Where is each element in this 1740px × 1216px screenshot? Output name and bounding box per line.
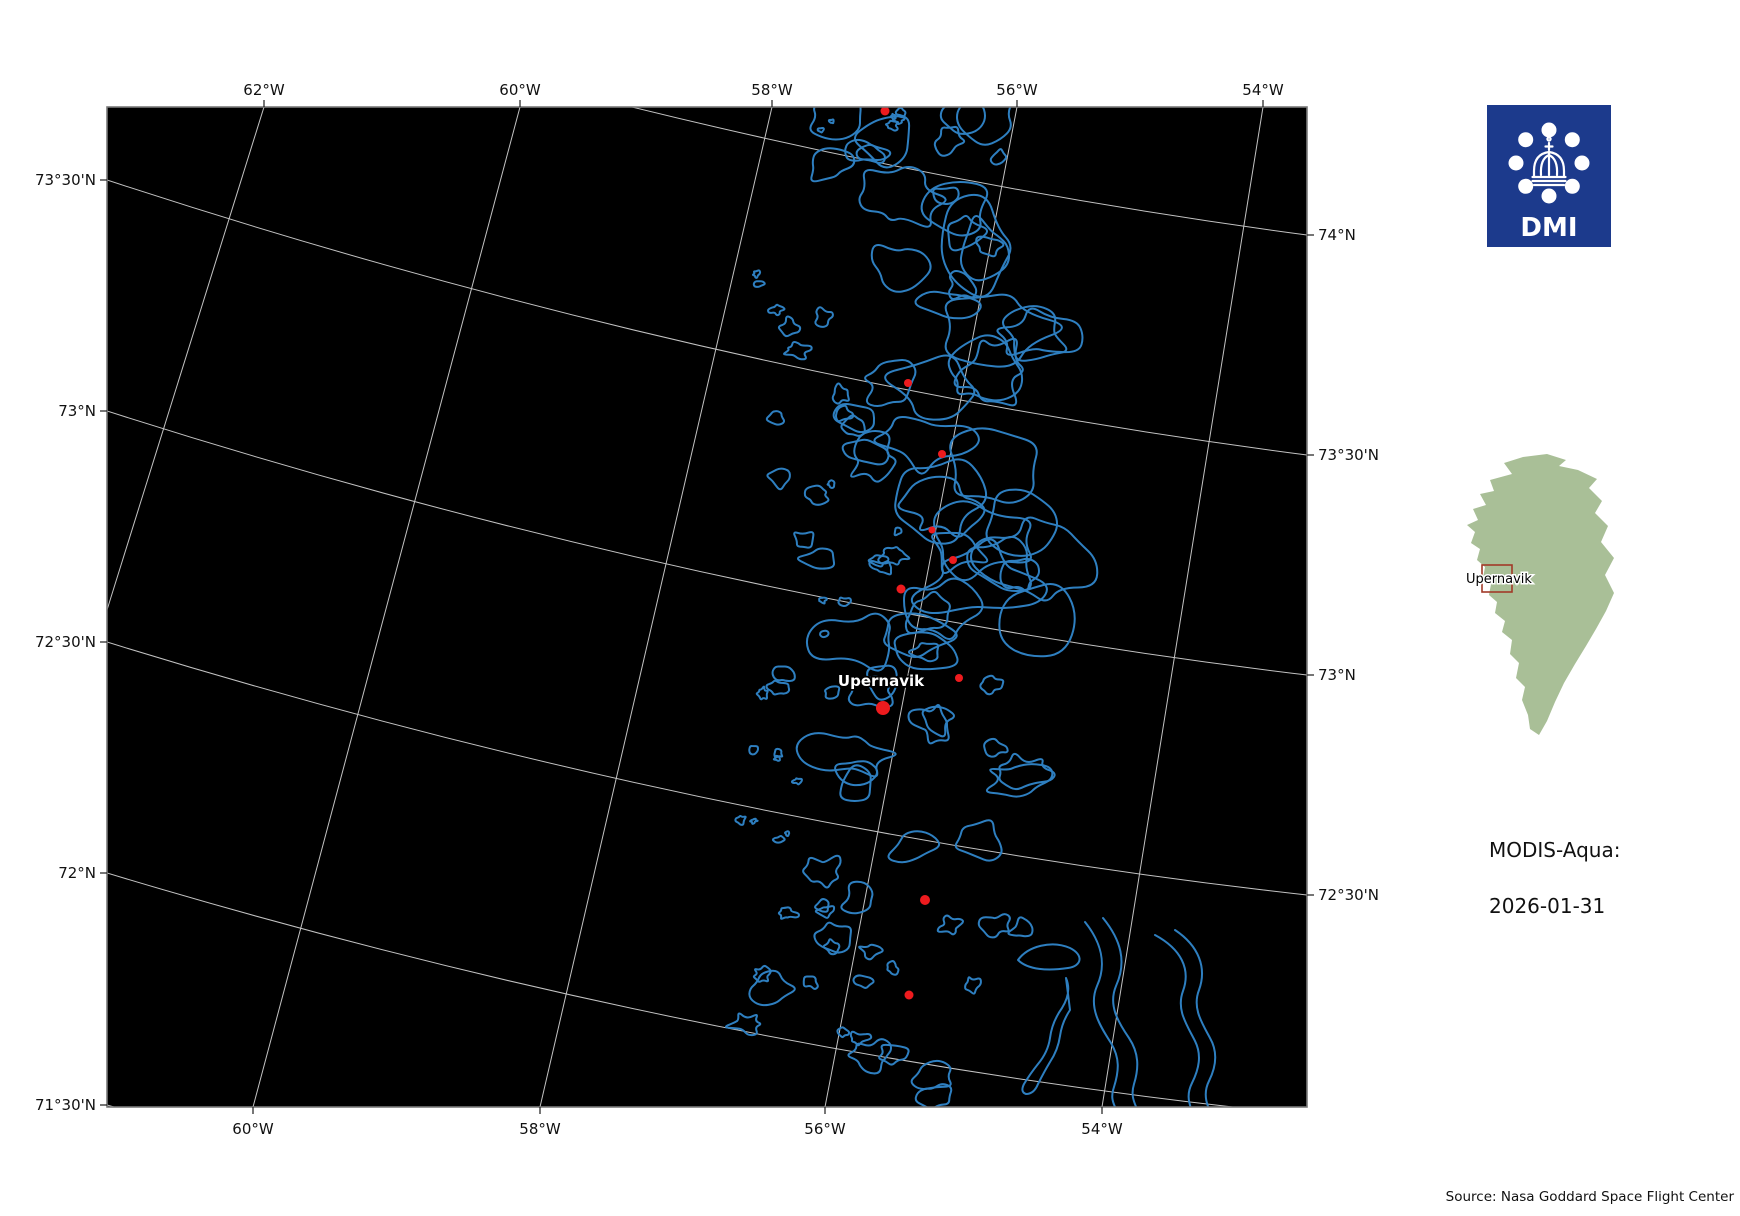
- meridian-60W: [252, 107, 521, 1107]
- axis-ticks: [100, 100, 1314, 1114]
- settlement-dot: [928, 526, 936, 534]
- fjord-line: [1154, 934, 1200, 1107]
- tick-label-left: 72°N: [58, 864, 96, 882]
- greenland-silhouette: [1467, 454, 1614, 735]
- logo-text: DMI: [1520, 213, 1577, 243]
- logo-dot: [1574, 155, 1590, 171]
- dmi-logo-graphic: DMI: [1487, 105, 1611, 247]
- fjord-line: [1084, 921, 1119, 1107]
- tick-label-top: 62°W: [243, 81, 285, 99]
- logo-dot: [1541, 122, 1557, 138]
- parallel-71_30N: [107, 1104, 116, 1107]
- settlement-dot: [904, 379, 912, 387]
- fjord-line: [1174, 929, 1217, 1107]
- tick-label-left: 72°30'N: [35, 633, 96, 651]
- tick-label-bottom: 60°W: [232, 1120, 274, 1138]
- logo-dot: [1508, 155, 1524, 171]
- settlement-dot: [949, 556, 957, 564]
- meridian-56W: [824, 107, 1018, 1107]
- parallel-72_30N: [107, 641, 1307, 896]
- tick-label-left: 71°30'N: [35, 1096, 96, 1114]
- fjord-line: [1102, 917, 1139, 1107]
- meridian-54W: [1101, 107, 1264, 1107]
- map-background: [107, 107, 1307, 1107]
- fjord-line: [1021, 977, 1071, 1095]
- caption-block: MODIS-Aqua: 2026-01-31: [1489, 838, 1620, 918]
- graticule: [107, 107, 1307, 1107]
- meridian-62W: [107, 107, 265, 612]
- tick-label-right: 72°30'N: [1318, 886, 1379, 904]
- logo-dot: [1518, 178, 1534, 194]
- dmi-logo: DMI: [1487, 105, 1611, 247]
- axis-labels: 62°W 60°W 58°W 56°W 54°W 60°W 58°W 56°W 54°W 73°3…: [35, 81, 1379, 1138]
- tick-label-top: 60°W: [499, 81, 541, 99]
- settlement-dot: [904, 990, 914, 1000]
- greenland-inset-map: Upernavik: [1465, 454, 1614, 735]
- settlement-dot: [880, 107, 890, 116]
- logo-dot: [1564, 178, 1580, 194]
- fjord-line: [1017, 943, 1081, 971]
- tick-label-right: 74°N: [1318, 226, 1356, 244]
- product-title: MODIS-Aqua:: [1489, 838, 1621, 862]
- tick-label-top: 58°W: [751, 81, 793, 99]
- settlement-dot: [896, 584, 906, 594]
- map-frame: [106, 106, 1308, 1108]
- product-date: 2026-01-31: [1489, 894, 1606, 918]
- coastline: [725, 107, 1217, 1107]
- logo-dot: [1518, 132, 1534, 148]
- tick-label-top: 54°W: [1242, 81, 1284, 99]
- tick-label-right: 73°30'N: [1318, 446, 1379, 464]
- tick-label-bottom: 58°W: [519, 1120, 561, 1138]
- settlement-dot: [876, 701, 890, 715]
- settlement-dot: [920, 895, 930, 905]
- parallel-73N: [107, 410, 1307, 676]
- tick-label-top: 56°W: [996, 81, 1038, 99]
- meridian-58W: [539, 107, 773, 1107]
- parallel-73_30N: [107, 179, 1307, 456]
- parallel-72N: [107, 872, 1238, 1107]
- tick-label-right: 73°N: [1318, 666, 1356, 684]
- tick-label-left: 73°30'N: [35, 171, 96, 189]
- tick-label-bottom: 54°W: [1081, 1120, 1123, 1138]
- source-credit: Source: Nasa Goddard Space Flight Center: [1445, 1189, 1734, 1205]
- settlement-dots: [876, 107, 963, 1000]
- tick-label-bottom: 56°W: [804, 1120, 846, 1138]
- map-place-label: Upernavik: [838, 672, 925, 690]
- tick-label-left: 73°N: [58, 402, 96, 420]
- logo-dot: [1564, 132, 1580, 148]
- settlement-dot: [955, 674, 963, 682]
- region-highlight-box: [1481, 564, 1513, 593]
- settlement-dot: [938, 450, 946, 458]
- parallel-74N: [629, 107, 1307, 236]
- logo-dots: [1508, 122, 1590, 204]
- crown-icon: [1531, 136, 1567, 187]
- inset-place-label: Upernavik: [1466, 572, 1532, 587]
- logo-dot: [1541, 188, 1557, 204]
